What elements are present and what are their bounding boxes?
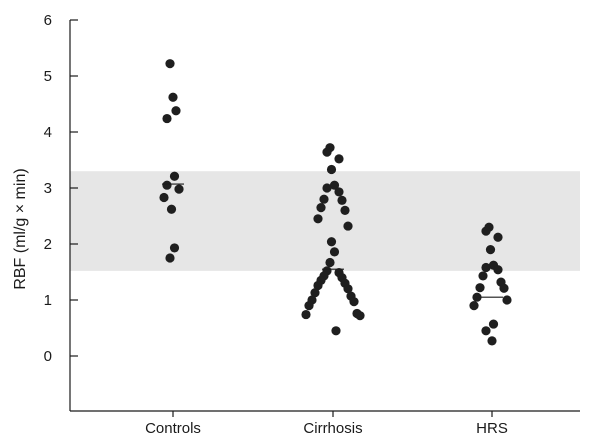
data-point bbox=[313, 214, 323, 224]
data-point bbox=[313, 280, 323, 291]
data-point bbox=[331, 326, 341, 336]
y-tick-label: 5 bbox=[44, 68, 52, 85]
data-point bbox=[337, 195, 347, 205]
y-axis: 0 1 2 3 4 5 6 bbox=[44, 12, 78, 411]
data-point bbox=[165, 253, 175, 263]
data-point bbox=[502, 295, 512, 305]
data-point bbox=[319, 194, 329, 204]
data-point bbox=[326, 237, 337, 247]
data-point bbox=[159, 192, 169, 203]
group-means bbox=[162, 183, 503, 298]
data-point bbox=[481, 326, 491, 336]
x-tick-label-cirrhosis: Cirrhosis bbox=[303, 420, 362, 437]
data-point bbox=[472, 292, 482, 302]
data-point bbox=[162, 113, 172, 124]
data-point bbox=[304, 301, 314, 311]
data-point bbox=[343, 284, 353, 294]
y-tick-label: 0 bbox=[44, 348, 52, 365]
data-point bbox=[316, 203, 326, 213]
data-point bbox=[481, 226, 491, 236]
data-point bbox=[355, 311, 365, 321]
x-tick-label-hrs: HRS bbox=[476, 420, 508, 437]
data-point bbox=[169, 171, 180, 181]
data-point bbox=[329, 180, 340, 190]
data-point bbox=[174, 184, 184, 194]
data-point bbox=[166, 204, 177, 214]
data-point bbox=[469, 301, 479, 311]
y-axis-title: RBF (ml/g × min) bbox=[12, 168, 29, 289]
data-point bbox=[162, 180, 172, 190]
data-points bbox=[159, 59, 512, 346]
x-axis: Controls Cirrhosis HRS bbox=[70, 410, 580, 437]
data-point bbox=[487, 336, 497, 346]
data-point bbox=[349, 297, 359, 307]
data-point bbox=[171, 106, 181, 116]
data-point bbox=[493, 232, 503, 242]
data-point bbox=[322, 183, 332, 193]
data-point bbox=[301, 309, 311, 320]
y-tick-label: 1 bbox=[44, 292, 52, 309]
data-point bbox=[326, 164, 337, 175]
data-point bbox=[493, 265, 503, 275]
data-point bbox=[481, 262, 491, 273]
data-point bbox=[165, 59, 175, 69]
data-point bbox=[499, 283, 509, 293]
x-tick-label-controls: Controls bbox=[145, 420, 201, 437]
data-point bbox=[310, 288, 320, 298]
y-tick-label: 3 bbox=[44, 180, 52, 197]
data-point bbox=[343, 221, 353, 231]
y-tick-label: 4 bbox=[44, 124, 52, 141]
data-point bbox=[325, 257, 335, 268]
data-point bbox=[334, 187, 344, 197]
data-point bbox=[334, 154, 344, 164]
data-point bbox=[485, 245, 496, 255]
data-point bbox=[169, 243, 180, 253]
data-point bbox=[340, 205, 350, 215]
data-point bbox=[488, 319, 499, 329]
data-point bbox=[475, 283, 485, 293]
y-tick-label: 6 bbox=[44, 12, 52, 29]
data-point bbox=[322, 147, 332, 157]
data-point bbox=[478, 271, 488, 281]
y-tick-label: 2 bbox=[44, 236, 52, 253]
data-point bbox=[168, 92, 178, 102]
data-point bbox=[329, 247, 340, 257]
